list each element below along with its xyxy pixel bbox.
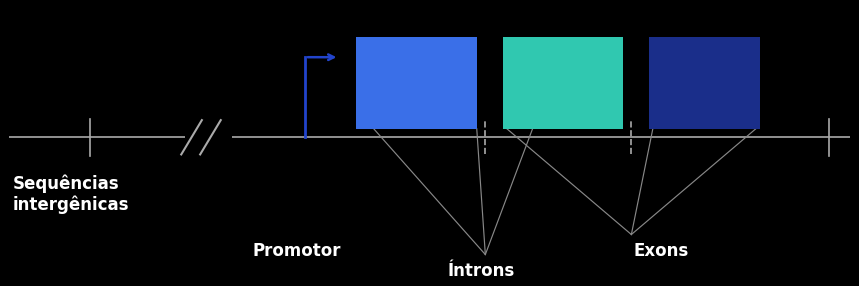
Text: Promotor: Promotor bbox=[252, 242, 341, 260]
Bar bbox=[503, 37, 623, 129]
Text: Íntrons: Íntrons bbox=[448, 262, 515, 280]
Bar bbox=[649, 37, 760, 129]
Text: Exons: Exons bbox=[634, 242, 689, 260]
Bar bbox=[356, 37, 477, 129]
Text: Sequências
intergênicas: Sequências intergênicas bbox=[13, 174, 130, 214]
